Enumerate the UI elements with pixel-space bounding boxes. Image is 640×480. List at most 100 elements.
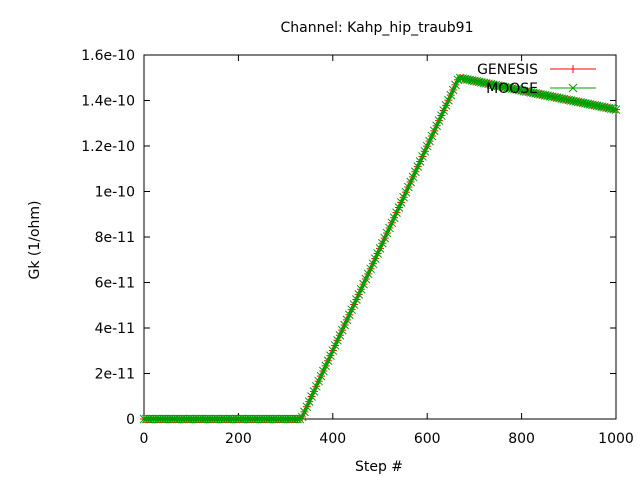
data-point-marker xyxy=(319,366,328,376)
data-point-marker xyxy=(432,121,441,131)
data-point-marker xyxy=(446,90,456,100)
plot-area xyxy=(143,54,617,420)
data-point-marker xyxy=(335,330,345,340)
data-point-marker xyxy=(382,228,392,238)
data-point-marker xyxy=(566,96,576,105)
data-point-marker xyxy=(602,103,611,113)
data-point-marker xyxy=(512,85,522,94)
data-point-marker xyxy=(434,116,444,126)
data-point-marker xyxy=(540,90,550,100)
data-point-marker xyxy=(370,254,380,263)
data-point-marker xyxy=(427,131,437,141)
data-point-marker xyxy=(517,86,526,95)
data-point-marker xyxy=(611,105,621,114)
y-tick-label: 1.2e-10 xyxy=(81,139,135,155)
x-tick-label: 400 xyxy=(319,431,346,447)
y-tick-label: 1.4e-10 xyxy=(81,94,135,110)
data-point-marker xyxy=(578,98,588,108)
data-point-marker xyxy=(493,81,503,91)
data-point-marker xyxy=(302,402,312,412)
data-point-marker xyxy=(472,77,482,86)
data-point-marker xyxy=(609,104,618,114)
data-point-marker xyxy=(389,213,399,223)
data-point-marker xyxy=(488,80,498,90)
data-point-marker xyxy=(467,76,477,85)
data-point-marker xyxy=(411,167,420,177)
data-point-marker xyxy=(394,203,404,212)
data-point-marker xyxy=(592,101,602,111)
data-point-marker xyxy=(439,106,449,115)
data-point-marker xyxy=(328,346,338,355)
data-point-marker xyxy=(583,99,593,109)
data-point-marker xyxy=(330,341,340,350)
data-point-marker xyxy=(373,249,382,258)
y-tick-label: 1.6e-10 xyxy=(81,48,135,64)
data-point-marker xyxy=(599,102,609,112)
data-point-marker xyxy=(422,141,432,151)
data-point-marker xyxy=(406,177,416,187)
data-point-marker xyxy=(521,87,531,96)
data-point-marker xyxy=(498,82,508,92)
data-point-marker xyxy=(347,305,357,315)
data-point-marker xyxy=(547,92,557,102)
data-point-marker xyxy=(505,83,515,93)
data-point-marker xyxy=(429,126,439,136)
data-point-marker xyxy=(479,78,489,88)
x-tick-label: 800 xyxy=(508,431,535,447)
data-point-marker xyxy=(352,295,361,304)
data-point-marker xyxy=(354,289,364,299)
data-point-marker xyxy=(484,79,493,89)
data-point-marker xyxy=(375,244,385,253)
x-tick-label: 200 xyxy=(225,431,252,447)
data-point-marker xyxy=(580,99,590,108)
legend-label: GENESIS xyxy=(477,62,538,78)
data-point-marker xyxy=(399,192,408,202)
y-tick-label: 1e-10 xyxy=(95,185,135,201)
data-point-marker xyxy=(380,233,390,243)
y-tick-label: 8e-11 xyxy=(95,230,135,246)
data-point-marker xyxy=(314,376,323,386)
data-point-marker xyxy=(392,208,401,217)
data-point-marker xyxy=(337,325,347,335)
data-point-marker xyxy=(486,79,496,89)
data-point-marker xyxy=(604,103,614,113)
data-point-marker xyxy=(562,95,571,104)
data-point-marker xyxy=(366,264,375,274)
data-point-marker xyxy=(538,90,548,100)
data-point-marker xyxy=(418,152,427,161)
data-point-marker xyxy=(363,269,373,279)
data-point-marker xyxy=(326,351,335,361)
data-point-marker xyxy=(401,187,411,197)
data-point-marker xyxy=(519,86,529,96)
data-point-marker xyxy=(368,259,378,269)
y-tick-label: 2e-11 xyxy=(95,367,135,383)
data-point-marker xyxy=(316,371,326,381)
legend-label: MOOSE xyxy=(486,81,538,97)
data-point-marker xyxy=(576,98,585,107)
y-axis-ticks: 0 2e-11 4e-11 6e-11 8e-11 1e-10 1.2e-10 1.4e-10… xyxy=(81,48,616,428)
data-point-marker xyxy=(510,84,519,94)
y-tick-label: 6e-11 xyxy=(95,276,135,292)
series-markers xyxy=(139,73,621,424)
data-point-marker xyxy=(458,74,467,83)
data-point-marker xyxy=(514,85,524,95)
data-point-marker xyxy=(543,91,552,101)
data-point-marker xyxy=(595,101,604,111)
y-tick-label: 0 xyxy=(126,412,135,428)
plot-frame xyxy=(143,54,617,420)
series-layer xyxy=(139,73,621,424)
data-point-marker xyxy=(531,89,541,98)
data-point-marker xyxy=(585,99,595,109)
data-point-marker xyxy=(385,223,394,233)
data-point-marker xyxy=(460,74,470,84)
data-point-marker xyxy=(524,87,534,97)
data-point-marker xyxy=(403,182,413,192)
data-point-marker xyxy=(559,94,569,104)
data-point-marker xyxy=(536,89,545,99)
data-point-marker xyxy=(396,198,406,207)
data-point-marker xyxy=(293,414,302,424)
data-point-marker xyxy=(491,80,500,90)
data-point-marker xyxy=(359,279,368,289)
data-point-marker xyxy=(496,81,505,91)
data-point-marker xyxy=(564,95,574,105)
